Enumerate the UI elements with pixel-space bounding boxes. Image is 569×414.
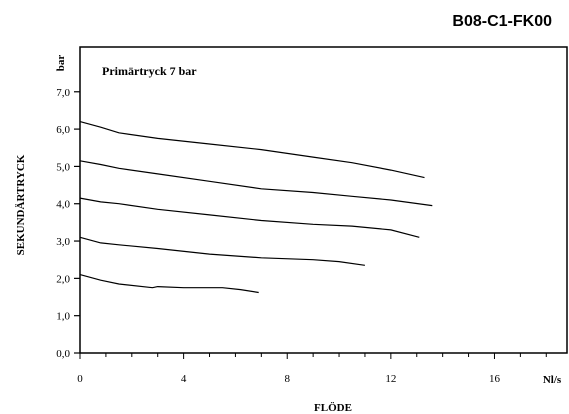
series-line-4 bbox=[79, 236, 365, 266]
x-tick-label: 8 bbox=[284, 373, 290, 385]
primary-pressure-annotation: Primärtryck 7 bar bbox=[102, 64, 197, 78]
y-tick-label: 1,0 bbox=[56, 311, 70, 323]
series-line-5 bbox=[79, 274, 259, 294]
y-tick-label: 3,0 bbox=[56, 236, 70, 248]
y-axis-unit: bar bbox=[55, 55, 67, 72]
series-lines bbox=[79, 121, 433, 294]
y-tick-label: 4,0 bbox=[56, 199, 70, 211]
x-tick-label: 12 bbox=[385, 373, 396, 385]
y-tick-label: 2,0 bbox=[56, 273, 70, 285]
y-axis-label: SEKUNDÄRTRYCK bbox=[14, 154, 27, 255]
series-line-3 bbox=[79, 197, 420, 238]
x-axis-label: FLÖDE bbox=[314, 401, 352, 414]
chart-code: B08-C1-FK00 bbox=[452, 13, 552, 30]
x-axis-ticks: 0 4 8 12 16 bbox=[77, 353, 547, 385]
x-axis-unit: Nl/s bbox=[543, 374, 562, 386]
x-tick-label: 4 bbox=[181, 373, 187, 385]
x-tick-label: 16 bbox=[489, 373, 501, 385]
series-line-2 bbox=[79, 160, 433, 207]
y-tick-label: 5,0 bbox=[56, 161, 70, 173]
y-tick-label: 6,0 bbox=[56, 124, 70, 136]
y-tick-label: 7,0 bbox=[56, 87, 70, 99]
x-tick-label: 0 bbox=[77, 373, 83, 385]
series-line-1 bbox=[79, 121, 425, 179]
plot-frame bbox=[79, 46, 568, 354]
y-axis-ticks: 0,0 1,0 2,0 3,0 4,0 5,0 6,0 7,0 bbox=[56, 87, 80, 360]
y-tick-label: 0,0 bbox=[56, 348, 70, 360]
